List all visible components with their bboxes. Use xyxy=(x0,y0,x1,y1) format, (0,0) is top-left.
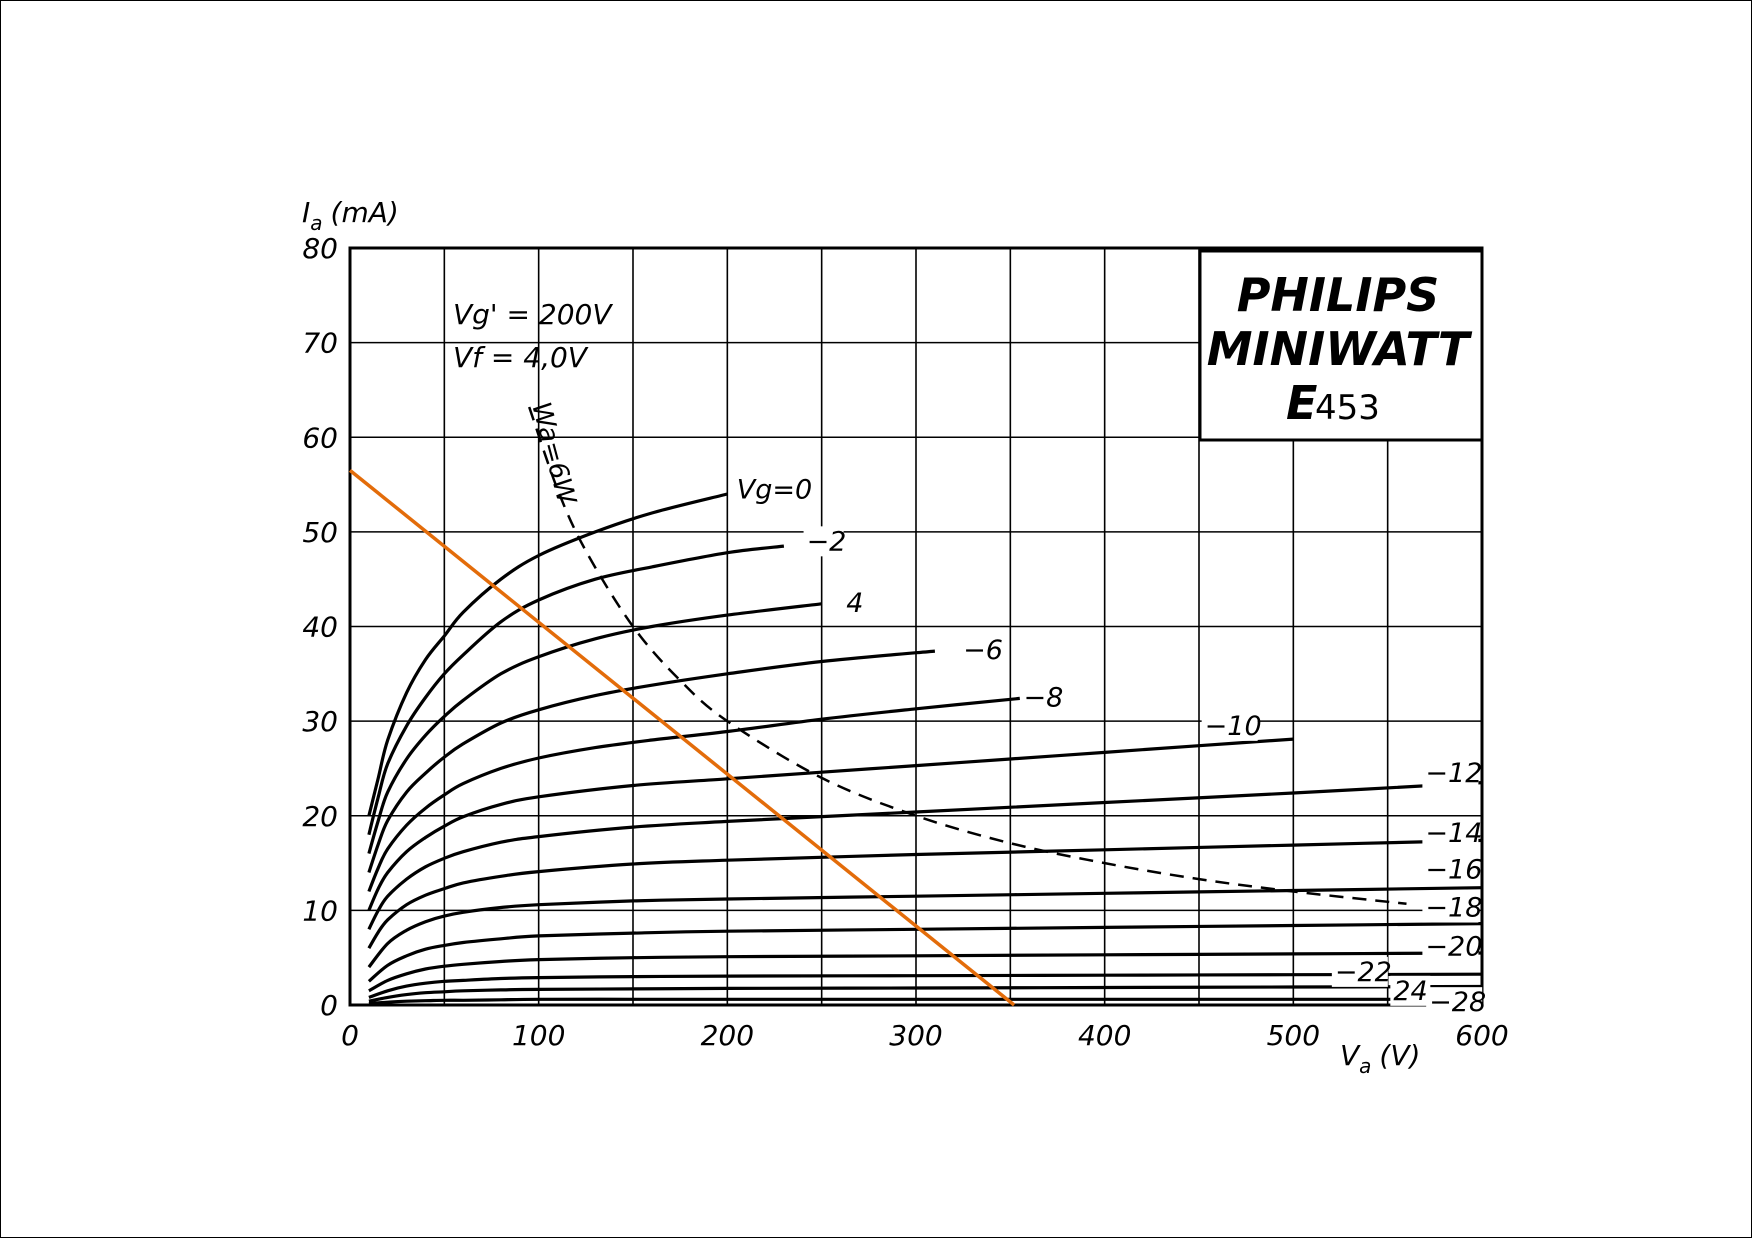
y-tick-label: 30 xyxy=(302,705,338,738)
plate-curve-10 xyxy=(368,951,1483,993)
brand-line-3-number: 453 xyxy=(1315,388,1380,428)
x-axis-label-main: V xyxy=(1340,1039,1361,1072)
curve-label-bg xyxy=(1390,975,1431,1006)
plate-curve-8 xyxy=(367,886,1483,969)
y-tick-label: 40 xyxy=(302,611,338,644)
x-tick-label: 0 xyxy=(341,1019,359,1052)
curve-label-bg xyxy=(1201,710,1258,741)
y-tick-labels: 0 10 20 30 40 50 60 70 80 xyxy=(302,232,338,1022)
plate-curve-3 xyxy=(367,649,936,873)
dissipation-label: Wa=6W xyxy=(525,399,581,509)
curve-label-4: −8 xyxy=(1024,682,1064,713)
y-tick-label: 80 xyxy=(302,232,338,265)
plot-border xyxy=(348,246,1484,1007)
curve-label-bg xyxy=(1422,931,1479,962)
plate-curves xyxy=(367,492,1483,1006)
load-line xyxy=(348,469,1016,1007)
plate-curve-9 xyxy=(367,922,1483,983)
curve-label-7: −14 xyxy=(1425,818,1482,849)
curve-label-0: Vg=0 xyxy=(737,474,812,505)
plate-curve-5 xyxy=(367,737,1294,912)
plate-curve-1 xyxy=(367,544,785,836)
x-tick-label: 300 xyxy=(889,1019,942,1052)
curve-label-bg xyxy=(1422,854,1479,885)
curve-label-8: −16 xyxy=(1425,855,1482,886)
curve-label-3: −6 xyxy=(963,635,1003,666)
x-axis-label-unit: (V) xyxy=(1379,1039,1420,1072)
plate-curve-11 xyxy=(368,972,1483,999)
curve-label-bg xyxy=(1020,682,1061,713)
y-axis-label-sub: a xyxy=(310,211,322,235)
plate-curve-12 xyxy=(368,984,1483,1003)
curve-label-bg xyxy=(960,635,1001,666)
y-axis-label-main: I xyxy=(302,196,310,229)
y-tick-label: 20 xyxy=(302,800,338,833)
x-tick-label: 100 xyxy=(512,1019,565,1052)
curve-label-bg xyxy=(733,474,806,505)
x-tick-labels: 0 100 200 300 400 500 600 xyxy=(341,1019,1509,1052)
x-axis-label: Va (V) xyxy=(1340,1039,1420,1078)
x-tick-label: 400 xyxy=(1078,1019,1131,1052)
curve-label-11: −22 xyxy=(1335,957,1392,988)
y-tick-label: 0 xyxy=(320,989,338,1022)
curve-label-bg xyxy=(1422,758,1479,789)
curve-label-6: −12 xyxy=(1425,758,1482,789)
x-tick-label: 500 xyxy=(1267,1019,1320,1052)
curve-label-bg xyxy=(843,587,868,618)
plate-curve-4 xyxy=(367,696,1020,893)
curve-label-13: −28 xyxy=(1429,987,1486,1018)
x-tick-label: 200 xyxy=(701,1019,754,1052)
curve-label-bg xyxy=(1422,817,1479,848)
curve-label-1: −2 xyxy=(807,526,847,557)
curve-label-5: −10 xyxy=(1205,711,1262,742)
dissipation-curve xyxy=(528,406,1407,906)
curve-label-10: −20 xyxy=(1425,931,1482,962)
curve-label-2: 4 xyxy=(846,588,863,619)
plate-curve-7 xyxy=(367,838,1483,949)
curve-label-9: −18 xyxy=(1425,893,1482,924)
condition-vf: Vf = 4,0V xyxy=(453,341,589,374)
y-axis-label-unit: (mA) xyxy=(331,196,399,229)
y-tick-label: 50 xyxy=(302,516,338,549)
brand-line-2: MINIWATT xyxy=(1207,322,1473,376)
curve-label-bg xyxy=(1426,987,1483,1018)
plate-curve-6 xyxy=(367,781,1483,930)
y-tick-label: 70 xyxy=(302,327,338,360)
curve-label-12: 24 xyxy=(1393,976,1427,1007)
plate-curve-2 xyxy=(367,602,822,855)
x-tick-label: 600 xyxy=(1455,1019,1508,1052)
x-axis-label-sub: a xyxy=(1359,1054,1371,1078)
y-tick-label: 60 xyxy=(302,421,338,454)
plate-curve-0 xyxy=(367,492,728,817)
condition-vg2: Vg' = 200V xyxy=(453,298,613,331)
brand-line-1: PHILIPS xyxy=(1237,268,1440,322)
brand-line-3-letter: E xyxy=(1286,376,1317,430)
curve-label-bg xyxy=(1422,892,1479,923)
y-tick-label: 10 xyxy=(302,894,338,927)
curve-label-bg xyxy=(1331,956,1388,987)
plate-curve-13 xyxy=(368,997,1482,1006)
y-axis-label: Ia (mA) xyxy=(302,196,399,235)
curve-label-bg xyxy=(803,526,844,557)
brand-box xyxy=(1198,249,1484,442)
